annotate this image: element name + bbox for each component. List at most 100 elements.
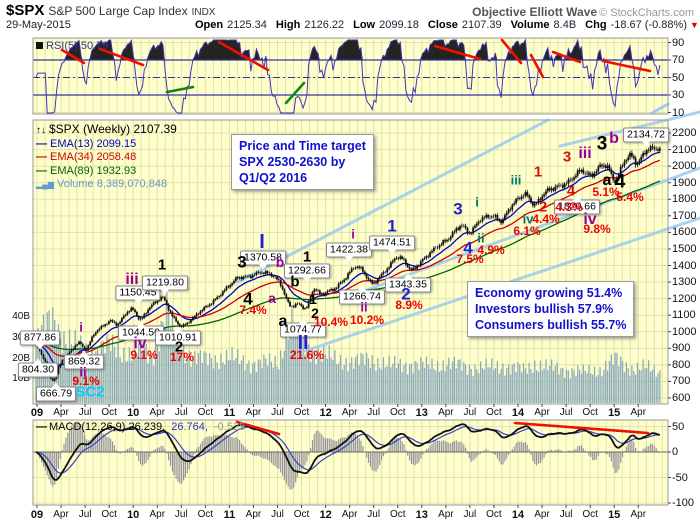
x-axis-label: Jul bbox=[174, 509, 188, 520]
elliott-wave-label: 1 bbox=[302, 248, 312, 266]
x-axis-label: Oct bbox=[293, 509, 310, 520]
elliott-wave-label: i bbox=[79, 319, 83, 335]
x-axis-label: Oct bbox=[293, 407, 310, 418]
elliott-wave-label: 1 bbox=[309, 291, 317, 307]
quote-strip: Open 2125.34 High 2126.22 Low 2099.18 Close 210… bbox=[186, 19, 699, 31]
annotation-line: SPX 2530-2630 by bbox=[239, 155, 346, 169]
x-axis-label: Oct bbox=[101, 407, 117, 418]
price-callout: 1044.50 bbox=[118, 321, 164, 341]
price-axis-label: 1600 bbox=[672, 226, 697, 239]
x-axis-label: 10 bbox=[127, 509, 140, 521]
x-axis-label: Apr bbox=[245, 509, 262, 520]
elliott-wave-label: I bbox=[259, 231, 265, 253]
x-axis-label: Apr bbox=[53, 509, 69, 520]
elliott-wave-label: 1 bbox=[157, 256, 167, 274]
price-callout: 877.86 bbox=[19, 330, 61, 350]
x-axis-label: 12 bbox=[319, 407, 332, 419]
price-axis-label: 800 bbox=[672, 358, 691, 371]
x-axis-label: Jul bbox=[78, 509, 92, 520]
annotation-box-sentiment: Economy growing 51.4% Investors bullish … bbox=[467, 281, 635, 337]
x-axis-label: Jul bbox=[559, 407, 573, 418]
elliott-wave-label: 4 bbox=[614, 171, 626, 193]
elliott-wave-label: 4 bbox=[566, 182, 576, 200]
x-axis-label: Jul bbox=[174, 407, 188, 418]
retracement-percent-label: 6.1% bbox=[513, 224, 541, 238]
chart-date: 29-May-2015 bbox=[6, 19, 71, 31]
legend-row: ↑↓ $SPX (Weekly) 2107.39 bbox=[36, 122, 177, 138]
price-callout: 1266.74 bbox=[339, 285, 385, 305]
price-axis-label: 1500 bbox=[672, 242, 697, 255]
legend-label: EMA(13) 2099.15 bbox=[50, 137, 137, 150]
price-axis-label: 600 bbox=[672, 392, 691, 404]
legend-row: — EMA(89) 1932.93 bbox=[36, 165, 177, 179]
elliott-wave-label: ii bbox=[477, 230, 485, 246]
line-swatch-icon: — bbox=[36, 151, 47, 163]
legend-row: ▂▄▆ Volume 8,389,070,848 bbox=[36, 178, 177, 192]
elliott-wave-label: a bbox=[268, 290, 276, 306]
x-axis-label: Apr bbox=[341, 407, 358, 418]
updown-arrows-icon: ↑↓ bbox=[36, 125, 46, 136]
x-axis-label: Oct bbox=[582, 509, 598, 520]
price-axis-label: 1400 bbox=[672, 259, 697, 272]
price-axis-label: 1200 bbox=[672, 292, 697, 305]
elliott-wave-label: iii bbox=[510, 172, 522, 188]
elliott-wave-label: iv bbox=[522, 211, 534, 227]
annotation-line: Price and Time target bbox=[239, 139, 366, 153]
retracement-percent-label: 4.9% bbox=[477, 243, 505, 257]
elliott-wave-label: a bbox=[602, 172, 612, 189]
price-callout: 2134.72 bbox=[623, 127, 669, 147]
x-axis-label: 10 bbox=[127, 407, 140, 419]
elliott-wave-label: b bbox=[609, 130, 619, 147]
quote-value: 8.4B bbox=[553, 19, 577, 31]
elliott-wave-label: b bbox=[290, 273, 300, 291]
price-callout: 869.32 bbox=[63, 350, 105, 370]
x-axis-label: Apr bbox=[438, 509, 454, 520]
rsi-axis-label: 70 bbox=[672, 54, 685, 66]
header-row1: $SPX S&P 500 Large Cap Index INDX Objectiv… bbox=[6, 2, 696, 19]
macd-axis-label: 50 bbox=[672, 420, 685, 433]
rsi-legend-label: RSI(5) 50.79 bbox=[46, 40, 109, 52]
x-axis-label: Jul bbox=[78, 407, 92, 418]
quote-value: 2099.18 bbox=[379, 19, 419, 31]
x-axis-label: Jul bbox=[367, 509, 381, 520]
price-axis-label: 2100 bbox=[672, 143, 697, 156]
price-axis-label: 900 bbox=[672, 342, 691, 355]
x-axis-label: Apr bbox=[630, 407, 647, 418]
x-axis-label: Jul bbox=[559, 509, 573, 520]
x-axis-label: Oct bbox=[486, 407, 502, 418]
x-axis-label: Oct bbox=[101, 509, 117, 520]
price-callout: 1474.51 bbox=[369, 235, 415, 255]
elliott-wave-label: iv bbox=[133, 335, 147, 352]
macd-signal-value: 26.764, bbox=[171, 421, 208, 433]
elliott-wave-label: II bbox=[297, 332, 309, 354]
elliott-wave-label: 1 bbox=[387, 216, 397, 236]
header-row2: 29-May-2015 Open 2125.34 High 2126.22 Low 209… bbox=[6, 19, 699, 34]
elliott-wave-label: a bbox=[278, 313, 288, 330]
volume-axis-label: 40B bbox=[12, 311, 30, 323]
watermark-brand: Objective Elliott Wave bbox=[472, 5, 598, 19]
quote-label: Volume bbox=[510, 19, 550, 31]
x-axis-label: 12 bbox=[319, 509, 332, 521]
legend-row: — EMA(13) 2099.15 bbox=[36, 138, 177, 152]
x-axis-label: Jul bbox=[463, 509, 477, 520]
elliott-wave-label: 3 bbox=[237, 252, 247, 272]
elliott-wave-label: 4 bbox=[243, 289, 253, 309]
x-axis-label: Oct bbox=[582, 407, 598, 418]
annotation-line: Consumers bullish 55.7% bbox=[475, 318, 627, 332]
quote-label: High bbox=[275, 19, 301, 31]
price-callout: 1370.58 bbox=[240, 250, 286, 270]
legend-row: — EMA(34) 2058.48 bbox=[36, 151, 177, 165]
elliott-wave-label: SC2 bbox=[75, 383, 105, 401]
elliott-wave-label: 1 bbox=[533, 163, 543, 181]
retracement-percent-label: 9.1% bbox=[130, 348, 158, 362]
retracement-percent-label: 5.4% bbox=[616, 190, 644, 204]
price-axis-label: 1800 bbox=[672, 193, 697, 206]
quote-value: 2126.22 bbox=[304, 19, 345, 31]
change-down-icon: ▼ bbox=[690, 20, 699, 30]
price-axis-label: 1900 bbox=[672, 176, 697, 189]
legend-label: EMA(89) 1932.93 bbox=[50, 164, 137, 177]
rsi-legend: RSI(5) 50.79 bbox=[36, 40, 108, 52]
quote-label: Open bbox=[195, 19, 224, 31]
x-axis-label: 14 bbox=[511, 509, 525, 521]
